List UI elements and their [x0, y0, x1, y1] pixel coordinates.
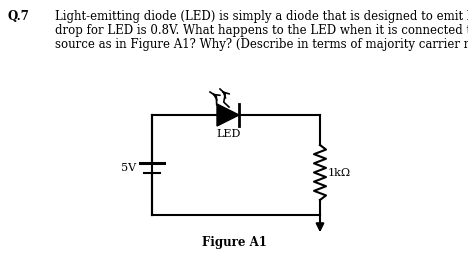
Text: Light-emitting diode (LED) is simply a diode that is designed to emit light. Vol: Light-emitting diode (LED) is simply a d…: [55, 10, 468, 23]
Text: Figure A1: Figure A1: [202, 236, 266, 249]
Text: 1kΩ: 1kΩ: [328, 167, 351, 178]
Text: source as in Figure A1? Why? (Describe in terms of majority carrier movement).: source as in Figure A1? Why? (Describe i…: [55, 38, 468, 51]
Text: Q.7: Q.7: [8, 10, 30, 23]
Text: drop for LED is 0.8V. What happens to the LED when it is connected to the voltag: drop for LED is 0.8V. What happens to th…: [55, 24, 468, 37]
Text: 5V: 5V: [121, 163, 136, 173]
Text: LED: LED: [217, 129, 241, 139]
Polygon shape: [217, 104, 239, 126]
